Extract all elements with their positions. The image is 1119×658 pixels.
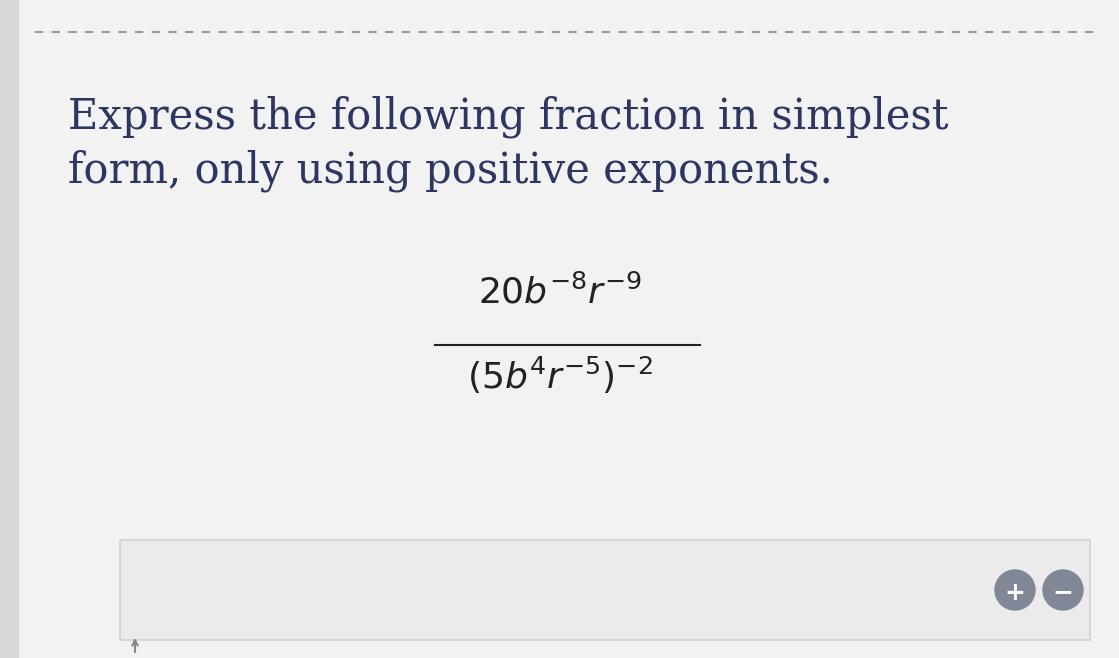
Text: $(5b^4r^{-5})^{-2}$: $(5b^4r^{-5})^{-2}$ bbox=[467, 355, 652, 396]
Text: Express the following fraction in simplest: Express the following fraction in simple… bbox=[68, 95, 949, 138]
FancyBboxPatch shape bbox=[120, 540, 1090, 640]
Text: −: − bbox=[1053, 580, 1073, 605]
Bar bbox=[0, 0, 18, 658]
Text: $20b^{-8}r^{-9}$: $20b^{-8}r^{-9}$ bbox=[478, 274, 642, 310]
Circle shape bbox=[995, 570, 1035, 610]
Text: form, only using positive exponents.: form, only using positive exponents. bbox=[68, 150, 833, 193]
Circle shape bbox=[1043, 570, 1083, 610]
Text: +: + bbox=[1005, 580, 1025, 605]
